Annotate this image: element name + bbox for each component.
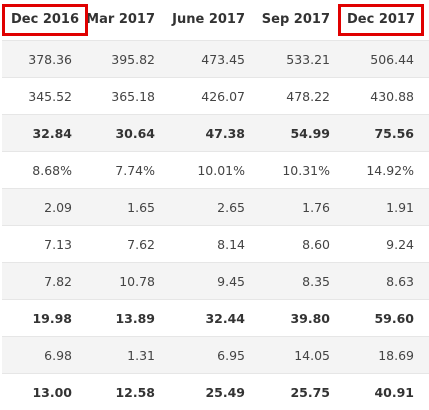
table-cell: 13.89 xyxy=(115,310,155,326)
column-header-sep-2017: Sep 2017 xyxy=(261,12,330,27)
table-row: 8.68% 7.74% 10.01% 10.31% 14.92% xyxy=(2,151,429,188)
table-cell: 9.24 xyxy=(386,236,414,252)
table-cell: 8.68% xyxy=(32,162,72,178)
table-cell: 13.00 xyxy=(32,384,72,400)
table-cell: 8.14 xyxy=(217,236,245,252)
table-cell: 533.21 xyxy=(286,51,330,67)
table-cell: 345.52 xyxy=(28,88,72,104)
table-cell: 54.99 xyxy=(290,125,330,141)
table-cell: 1.31 xyxy=(127,347,155,363)
table-cell: 7.82 xyxy=(44,273,72,289)
table-cell: 7.74% xyxy=(115,162,155,178)
table-cell: 7.62 xyxy=(127,236,155,252)
table-cell: 6.95 xyxy=(217,347,245,363)
column-header-june-2017: June 2017 xyxy=(172,12,245,27)
column-header-dec-2016: Dec 2016 xyxy=(2,0,89,40)
table-cell: 32.44 xyxy=(205,310,245,326)
table-row: 378.36 395.82 473.45 533.21 506.44 xyxy=(2,40,429,77)
table-cell: 473.45 xyxy=(201,51,245,67)
table-cell: 47.38 xyxy=(205,125,245,141)
table-cell: 395.82 xyxy=(111,51,155,67)
table-cell: 430.88 xyxy=(370,88,414,104)
table-row: 6.98 1.31 6.95 14.05 18.69 xyxy=(2,336,429,373)
column-header-mar-2017: Mar 2017 xyxy=(86,12,155,27)
table-header: Dec 2016 Mar 2017 June 2017 Sep 2017 Dec… xyxy=(2,0,429,40)
table-cell: 506.44 xyxy=(370,51,414,67)
table-cell: 8.60 xyxy=(302,236,330,252)
table-cell: 1.65 xyxy=(127,199,155,215)
table-cell: 18.69 xyxy=(378,347,414,363)
table-cell: 39.80 xyxy=(290,310,330,326)
table-row: 13.00 12.58 25.49 25.75 40.91 xyxy=(2,373,429,410)
table-cell: 14.05 xyxy=(294,347,330,363)
table-cell: 10.01% xyxy=(197,162,245,178)
table-row: 2.09 1.65 2.65 1.76 1.91 xyxy=(2,188,429,225)
table-cell: 365.18 xyxy=(111,88,155,104)
table-cell: 8.35 xyxy=(302,273,330,289)
table-cell: 10.31% xyxy=(282,162,330,178)
table-row: 7.82 10.78 9.45 8.35 8.63 xyxy=(2,262,429,299)
table-cell: 1.91 xyxy=(386,199,414,215)
table-cell: 14.92% xyxy=(366,162,414,178)
table-cell: 426.07 xyxy=(201,88,245,104)
table-cell: 25.75 xyxy=(290,384,330,400)
table-cell: 2.09 xyxy=(44,199,72,215)
table-body: 378.36 395.82 473.45 533.21 506.44 345.52 365.… xyxy=(2,40,429,410)
table-cell: 478.22 xyxy=(286,88,330,104)
table-cell: 19.98 xyxy=(32,310,72,326)
table-cell: 40.91 xyxy=(374,384,414,400)
column-header-dec-2017: Dec 2017 xyxy=(338,0,426,40)
column-header-highlight: Dec 2017 xyxy=(338,4,425,36)
table-cell: 59.60 xyxy=(374,310,414,326)
table-row: 345.52 365.18 426.07 478.22 430.88 xyxy=(2,77,429,114)
column-header-highlight: Dec 2016 xyxy=(2,4,89,36)
table-cell: 6.98 xyxy=(44,347,72,363)
table-cell: 9.45 xyxy=(217,273,245,289)
table-row: 32.84 30.64 47.38 54.99 75.56 xyxy=(2,114,429,151)
table-row: 7.13 7.62 8.14 8.60 9.24 xyxy=(2,225,429,262)
table-row: 19.98 13.89 32.44 39.80 59.60 xyxy=(2,299,429,336)
table-cell: 25.49 xyxy=(205,384,245,400)
table-cell: 32.84 xyxy=(32,125,72,141)
table-cell: 8.63 xyxy=(386,273,414,289)
table-cell: 7.13 xyxy=(44,236,72,252)
table-cell: 75.56 xyxy=(374,125,414,141)
table-cell: 378.36 xyxy=(28,51,72,67)
table-cell: 12.58 xyxy=(115,384,155,400)
table-cell: 10.78 xyxy=(119,273,155,289)
table-cell: 30.64 xyxy=(115,125,155,141)
table-cell: 2.65 xyxy=(217,199,245,215)
table-cell: 1.76 xyxy=(302,199,330,215)
